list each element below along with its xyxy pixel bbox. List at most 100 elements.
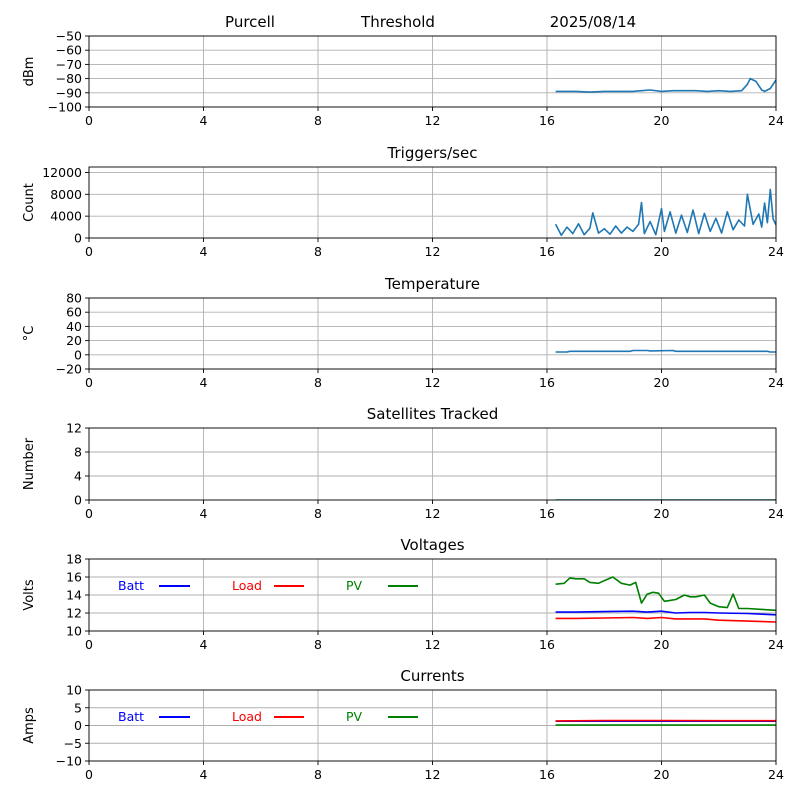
x-tick-label: 16 [539,244,555,259]
x-tick-label: 20 [654,375,670,390]
x-tick-label: 24 [768,767,784,782]
x-tick-label: 8 [314,506,322,521]
x-tick-label: 24 [768,506,784,521]
y-tick-label: 12 [66,421,82,436]
x-tick-label: 24 [768,637,784,652]
y-tick-label: −90 [56,85,82,100]
y-tick-label: 12 [66,606,82,621]
y-tick-label: 80 [66,291,82,306]
x-tick-label: 24 [768,113,784,128]
y-tick-label: −20 [56,362,82,377]
y-tick-label: 40 [66,319,82,334]
y-tick-label: 12000 [42,165,82,180]
legend-label-pv: PV [346,578,363,593]
x-tick-label: 20 [654,113,670,128]
y-tick-label: −60 [56,43,82,58]
x-tick-label: 4 [200,113,208,128]
x-tick-label: 20 [654,244,670,259]
x-tick-label: 4 [200,637,208,652]
y-tick-label: 0 [74,231,82,246]
panel-1: 0 4 8 12 16 20 24 0 4000 8000 12000 Triggers/sec Cou… [22,144,784,259]
y-tick-label: 10 [66,683,82,698]
x-tick-label: 16 [539,113,555,128]
x-tick-label: 4 [200,375,208,390]
x-tick-label: 0 [85,244,93,259]
x-tick-label: 16 [539,767,555,782]
header-date: 2025/08/14 [550,13,636,31]
header-mode: Threshold [360,13,435,31]
x-tick-label: 24 [768,244,784,259]
y-tick-label: −80 [56,71,82,86]
x-tick-label: 16 [539,375,555,390]
y-tick-label: −100 [48,100,82,115]
y-tick-label: 4 [74,469,82,484]
y-axis-label: Count [22,183,37,222]
legend-label-batt: Batt [118,578,144,593]
x-tick-label: 8 [314,767,322,782]
legend-label-load: Load [232,578,262,593]
y-axis-label: °C [22,326,37,342]
y-tick-label: 60 [66,305,82,320]
y-tick-label: 10 [66,624,82,639]
y-tick-label: −5 [64,736,82,751]
series-line-0 [556,351,776,353]
series-line-0 [556,79,776,93]
x-tick-label: 0 [85,506,93,521]
y-tick-label: 0 [74,347,82,362]
x-tick-label: 20 [654,767,670,782]
x-tick-label: 0 [85,113,93,128]
x-tick-label: 4 [200,767,208,782]
y-tick-label: 0 [74,493,82,508]
y-tick-label: −70 [56,57,82,72]
y-tick-label: 14 [66,588,82,603]
y-tick-label: 0 [74,718,82,733]
x-tick-label: 8 [314,113,322,128]
x-tick-label: 8 [314,375,322,390]
y-axis-label: Number [22,437,37,490]
x-tick-label: 20 [654,637,670,652]
x-tick-label: 16 [539,637,555,652]
y-tick-label: 20 [66,333,82,348]
y-axis-label: Volts [22,579,37,611]
series-line-load [556,618,776,623]
y-tick-label: 16 [66,570,82,585]
y-tick-label: 8000 [50,187,82,202]
x-tick-label: 0 [85,375,93,390]
panel-5: 0 4 8 12 16 20 24 −10 −5 0 5 10 Currents Amps Batt Load… [22,667,784,782]
panel-title: Satellites Tracked [367,405,498,423]
x-tick-label: 12 [425,375,441,390]
y-axis-label: Amps [22,707,37,744]
x-tick-label: 0 [85,637,93,652]
series-line-0 [556,189,776,235]
x-tick-label: 20 [654,506,670,521]
y-tick-label: 4000 [50,209,82,224]
x-tick-label: 8 [314,244,322,259]
y-tick-label: 8 [74,445,82,460]
panel-title: Temperature [384,275,480,293]
panel-title: Currents [400,667,464,685]
legend-label-pv: PV [346,709,363,724]
panel-title: Voltages [400,536,464,554]
x-tick-label: 4 [200,244,208,259]
x-tick-label: 12 [425,506,441,521]
x-tick-label: 12 [425,637,441,652]
x-tick-label: 12 [425,244,441,259]
y-tick-label: −10 [56,754,82,769]
x-tick-label: 12 [425,113,441,128]
y-axis-label: dBm [22,57,37,87]
x-tick-label: 8 [314,637,322,652]
x-tick-label: 0 [85,767,93,782]
y-tick-label: 5 [74,700,82,715]
header-station: Purcell [225,13,275,31]
legend-label-batt: Batt [118,709,144,724]
x-tick-label: 12 [425,767,441,782]
y-tick-label: 18 [66,552,82,567]
series-line-pv [556,577,776,610]
legend-label-load: Load [232,709,262,724]
x-tick-label: 24 [768,375,784,390]
panel-title: Triggers/sec [387,144,478,162]
